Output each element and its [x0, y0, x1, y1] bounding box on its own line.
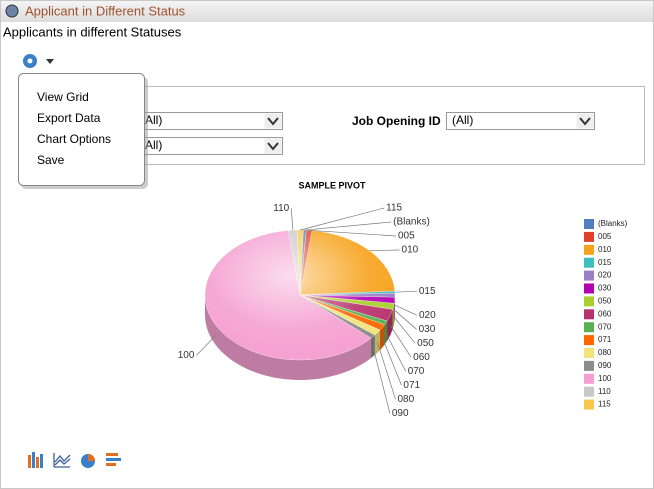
legend-swatch — [584, 399, 594, 410]
menu-item[interactable]: Save — [37, 153, 65, 167]
chart-type-icons[interactable] — [28, 452, 121, 468]
dropdown[interactable]: (All) — [135, 112, 283, 130]
legend-swatch — [584, 373, 594, 384]
legend-swatch — [584, 335, 594, 346]
slice-label: 050 — [417, 338, 434, 349]
legend-label: 090 — [598, 361, 612, 370]
legend-swatch — [584, 322, 594, 333]
pie-slice-side — [384, 321, 388, 345]
slice-label: 115 — [386, 203, 402, 214]
slice-label: 020 — [419, 310, 436, 321]
gear-button[interactable] — [23, 54, 54, 68]
legend-swatch — [584, 386, 594, 397]
legend-label: 050 — [598, 297, 612, 306]
filter-label: Job Opening ID — [352, 114, 441, 128]
legend-swatch — [584, 270, 594, 281]
slice-label: 100 — [178, 350, 195, 361]
slice-label: 110 — [273, 203, 289, 214]
slice-label: 060 — [413, 352, 430, 363]
leader-line — [394, 304, 418, 316]
header-bar — [1, 1, 653, 22]
menu-item[interactable]: View Grid — [37, 90, 89, 104]
slice-label: 071 — [403, 380, 420, 391]
legend-swatch — [584, 283, 594, 294]
legend-label: 080 — [598, 348, 612, 357]
leader-line — [394, 290, 417, 293]
leader-line — [300, 207, 385, 231]
legend-swatch — [584, 348, 594, 358]
slice-label: 070 — [408, 366, 425, 377]
pie-slice-side — [371, 335, 375, 359]
leader-line — [369, 249, 400, 252]
slice-label: 015 — [419, 286, 436, 297]
slice-label: 080 — [397, 394, 414, 405]
leader-line — [304, 221, 392, 231]
svg-text:(All): (All) — [452, 113, 473, 127]
chart-title: SAMPLE PIVOT — [298, 180, 366, 190]
legend-label: 030 — [598, 284, 612, 293]
slice-label: 030 — [419, 324, 436, 335]
legend-label: 110 — [598, 387, 611, 396]
leader-line — [393, 316, 416, 344]
leader-line — [377, 342, 396, 400]
legend-swatch — [584, 296, 594, 307]
legend-label: 020 — [598, 271, 612, 280]
legend-label: 015 — [598, 258, 612, 267]
header-title: Applicant in Different Status — [25, 3, 186, 18]
legend-label: 005 — [598, 232, 612, 241]
slice-label: 005 — [398, 231, 415, 242]
leader-line — [382, 337, 402, 386]
slice-label: (Blanks) — [393, 217, 430, 228]
legend-label: (Blanks) — [598, 219, 628, 228]
legend-label: 060 — [598, 309, 612, 318]
legend-label: 070 — [598, 322, 612, 331]
dropdown[interactable]: (All) — [135, 137, 283, 155]
legend-label: 010 — [598, 245, 612, 254]
legend-swatch — [584, 244, 594, 255]
dropdown[interactable]: (All) — [446, 112, 595, 130]
legend-swatch — [584, 231, 594, 242]
leader-line — [309, 229, 397, 237]
legend-label: 071 — [598, 335, 612, 344]
slice-label: 010 — [402, 245, 419, 256]
legend-swatch — [584, 309, 594, 320]
slice-label: 090 — [392, 408, 409, 419]
leader-line — [196, 334, 217, 356]
context-menu — [18, 73, 148, 189]
leader-line — [385, 332, 407, 372]
subtitle: Applicants in different Statuses — [3, 24, 182, 39]
header-icon — [5, 4, 19, 18]
menu-item[interactable]: Export Data — [37, 111, 101, 125]
legend-swatch — [584, 257, 594, 268]
legend-swatch — [584, 219, 594, 229]
leader-line — [394, 310, 417, 330]
legend-swatch — [584, 360, 594, 371]
leader-line — [389, 325, 412, 358]
menu-item[interactable]: Chart Options — [37, 132, 111, 146]
leader-line — [372, 346, 391, 414]
legend-label: 115 — [598, 400, 611, 409]
legend-label: 100 — [598, 374, 612, 383]
leader-line — [290, 208, 294, 231]
